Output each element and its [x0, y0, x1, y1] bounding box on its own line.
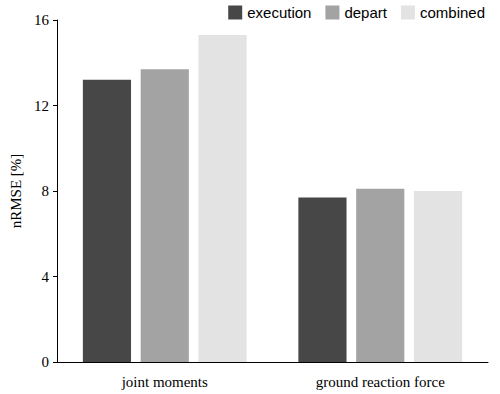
svg-text:combined: combined	[420, 4, 485, 21]
svg-text:4: 4	[42, 269, 50, 285]
svg-text:0: 0	[42, 354, 50, 370]
svg-text:execution: execution	[247, 4, 311, 21]
svg-text:12: 12	[34, 98, 49, 114]
svg-text:joint moments: joint moments	[121, 374, 208, 390]
svg-text:ground reaction force: ground reaction force	[316, 374, 445, 390]
svg-text:depart: depart	[344, 4, 387, 21]
svg-text:8: 8	[42, 183, 50, 199]
svg-text:nRMSE [%]: nRMSE [%]	[8, 154, 24, 229]
svg-text:16: 16	[34, 12, 50, 28]
